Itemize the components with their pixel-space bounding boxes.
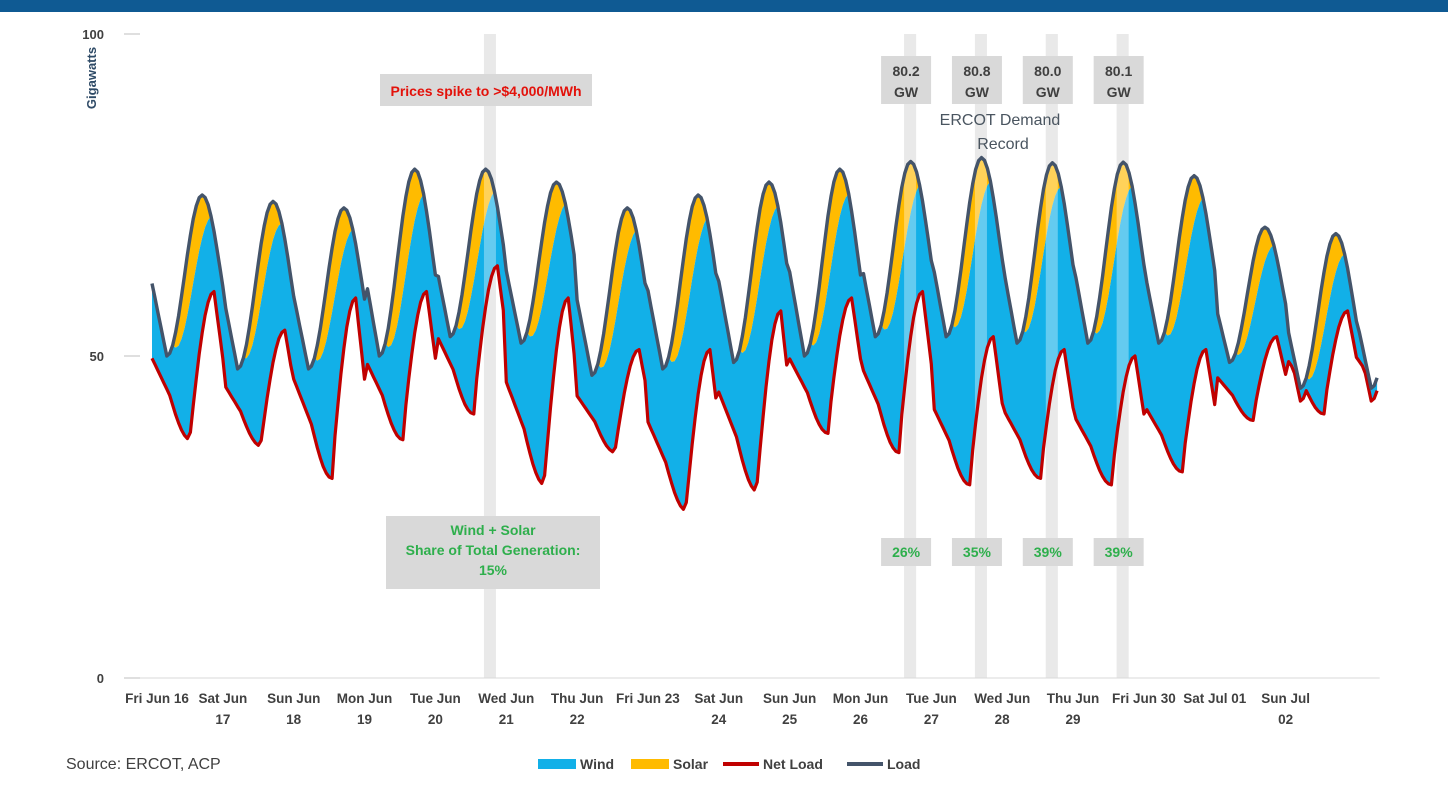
- peak-share-1: 35%: [963, 544, 992, 560]
- x-tick-label-3-0: Mon Jun: [337, 691, 393, 706]
- legend-label-2: Net Load: [763, 756, 823, 772]
- price-spike-box: [380, 74, 592, 106]
- x-tick-label-6-1: 22: [570, 712, 585, 727]
- price-spike-label: Prices spike to >$4,000/MWh: [390, 83, 581, 99]
- peak-box-2: [1022, 56, 1073, 104]
- highlight-overlay-2: [974, 34, 987, 678]
- x-tick-label-10-1: 26: [853, 712, 869, 727]
- legend-label-0: Wind: [580, 756, 614, 772]
- highlight-overlay-4: [1116, 34, 1129, 678]
- legend-label-3: Load: [887, 756, 920, 772]
- x-tick-label-0-0: Fri Jun 16: [125, 691, 189, 706]
- x-tick-label-3-1: 19: [357, 712, 372, 727]
- x-tick-label-8-0: Sat Jun: [694, 691, 743, 706]
- x-tick-label-10-0: Mon Jun: [833, 691, 889, 706]
- x-tick-label-11-1: 27: [924, 712, 939, 727]
- peak-share-0: 26%: [892, 544, 921, 560]
- peak-value-1: 80.8: [963, 63, 990, 79]
- x-tick-label-1-0: Sat Jun: [198, 691, 247, 706]
- peak-share-3: 39%: [1105, 544, 1134, 560]
- peak-unit-1: GW: [965, 84, 990, 100]
- x-tick-label-6-0: Thu Jun: [551, 691, 604, 706]
- x-tick-label-7-0: Fri Jun 23: [616, 691, 680, 706]
- legend-swatch-1: [631, 759, 669, 769]
- legend-swatch-3: [847, 762, 883, 766]
- x-tick-label-11-0: Tue Jun: [906, 691, 957, 706]
- peak-value-3: 80.1: [1105, 63, 1132, 79]
- peak-unit-2: GW: [1036, 84, 1061, 100]
- x-tick-label-13-1: 29: [1066, 712, 1081, 727]
- peak-value-2: 80.0: [1034, 63, 1061, 79]
- wind-area: [152, 181, 1378, 510]
- highlight-overlay-3: [1045, 34, 1058, 678]
- top-banner-bar: [0, 0, 1448, 12]
- peak-share-2: 39%: [1034, 544, 1063, 560]
- share-line-2: 15%: [479, 562, 508, 578]
- x-tick-label-16-0: Sun Jul: [1261, 691, 1310, 706]
- x-tick-label-2-0: Sun Jun: [267, 691, 320, 706]
- y-tick-label-100: 100: [82, 27, 104, 42]
- x-tick-label-13-0: Thu Jun: [1047, 691, 1100, 706]
- highlight-overlay-1: [904, 34, 917, 678]
- pct-box-0: [881, 538, 932, 566]
- x-tick-label-8-1: 24: [711, 712, 727, 727]
- x-tick-label-4-0: Tue Jun: [410, 691, 461, 706]
- x-tick-label-2-1: 18: [286, 712, 302, 727]
- pct-box-1: [951, 538, 1002, 566]
- pct-box-3: [1093, 538, 1144, 566]
- x-tick-label-12-0: Wed Jun: [974, 691, 1030, 706]
- share-line-1: Share of Total Generation:: [406, 542, 581, 558]
- share-line-0: Wind + Solar: [450, 522, 536, 538]
- load-line: [150, 155, 1379, 390]
- annotations: Prices spike to >$4,000/MWh Wind + Solar S…: [380, 56, 1144, 589]
- x-tick-label-15-0: Sat Jul 01: [1183, 691, 1247, 706]
- axes: 0 50 100 Gigawatts Fri Jun 16 Sat Jun 17 Sun Ju…: [82, 27, 1380, 727]
- peak-value-0: 80.2: [892, 63, 919, 79]
- demand-record-line-0: ERCOT Demand: [940, 112, 1061, 129]
- x-tick-label-16-1: 02: [1278, 712, 1293, 727]
- demand-record-line-1: Record: [977, 136, 1029, 153]
- series-lines: [150, 155, 1379, 511]
- peak-box-0: [881, 56, 932, 104]
- x-tick-label-12-1: 28: [995, 712, 1011, 727]
- x-tick-label-14-0: Fri Jun 30: [1112, 691, 1176, 706]
- share-box: [386, 516, 600, 589]
- stacked-areas: [152, 34, 1378, 678]
- peak-box-1: [951, 56, 1002, 104]
- legend: Wind Solar Net Load Load: [538, 756, 920, 772]
- y-tick-label-50: 50: [90, 349, 104, 364]
- peak-unit-0: GW: [894, 84, 919, 100]
- x-tick-label-9-0: Sun Jun: [763, 691, 816, 706]
- y-axis-label: Gigawatts: [84, 47, 99, 109]
- peak-box-3: [1093, 56, 1144, 104]
- x-tick-label-5-1: 21: [499, 712, 515, 727]
- pct-box-2: [1022, 538, 1073, 566]
- y-tick-label-0: 0: [97, 671, 104, 686]
- legend-label-1: Solar: [673, 756, 709, 772]
- x-tick-label-1-1: 17: [215, 712, 230, 727]
- peak-unit-3: GW: [1107, 84, 1132, 100]
- legend-swatch-0: [538, 759, 576, 769]
- net-load-line: [150, 264, 1379, 511]
- x-tick-label-9-1: 25: [782, 712, 798, 727]
- x-tick-label-4-1: 20: [428, 712, 443, 727]
- x-tick-label-5-0: Wed Jun: [478, 691, 534, 706]
- legend-swatch-2: [723, 762, 759, 766]
- source-note: Source: ERCOT, ACP: [66, 756, 221, 773]
